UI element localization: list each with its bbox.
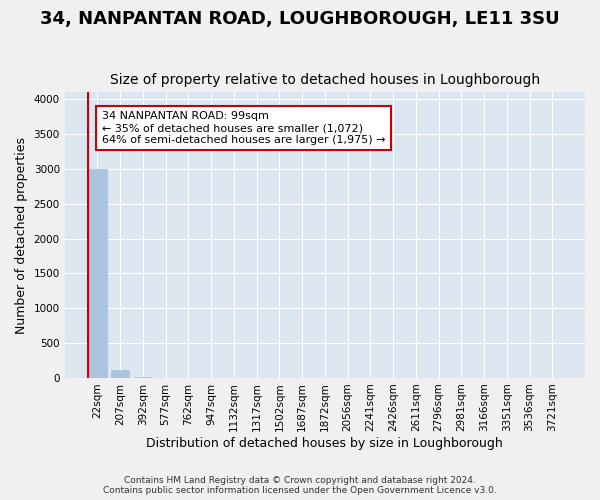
Y-axis label: Number of detached properties: Number of detached properties [15, 136, 28, 334]
Text: Contains HM Land Registry data © Crown copyright and database right 2024.
Contai: Contains HM Land Registry data © Crown c… [103, 476, 497, 495]
Text: 34, NANPANTAN ROAD, LOUGHBOROUGH, LE11 3SU: 34, NANPANTAN ROAD, LOUGHBOROUGH, LE11 3… [40, 10, 560, 28]
Bar [88, 169, 107, 378]
Title: Size of property relative to detached houses in Loughborough: Size of property relative to detached ho… [110, 73, 540, 87]
Text: 34 NANPANTAN ROAD: 99sqm
← 35% of detached houses are smaller (1,072)
64% of sem: 34 NANPANTAN ROAD: 99sqm ← 35% of detach… [102, 112, 385, 144]
X-axis label: Distribution of detached houses by size in Loughborough: Distribution of detached houses by size … [146, 437, 503, 450]
Bar [111, 370, 129, 378]
